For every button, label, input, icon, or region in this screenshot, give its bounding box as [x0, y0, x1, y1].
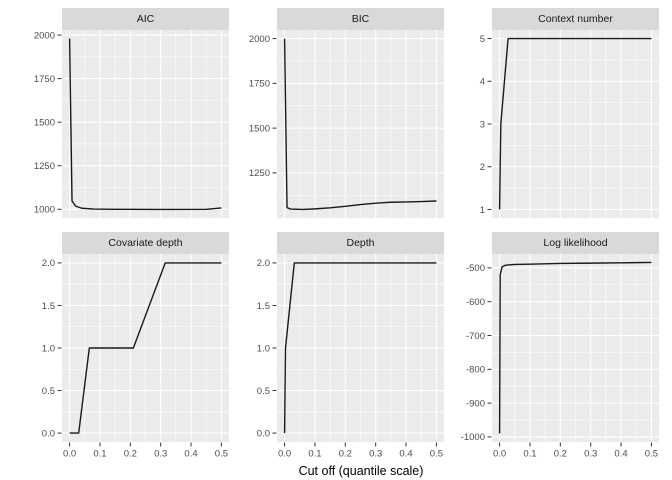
x-tick-label: 0.3	[369, 449, 382, 460]
y-tick-label: 1.0	[42, 343, 55, 354]
x-tick-label: 0.2	[554, 449, 567, 460]
y-tick-label: 1	[480, 205, 485, 216]
y-tick-label: 1500	[249, 123, 270, 134]
facet-plot-bic: 1250 1500 1750 2000	[249, 30, 444, 218]
facet-title: Log likelihood	[543, 237, 608, 249]
x-tick-label: 0.0	[63, 449, 76, 460]
y-tick-label: 2000	[249, 34, 270, 45]
y-tick-label: 1750	[34, 74, 55, 85]
facet-plot-context-number: 1 2 3 4 5	[480, 30, 659, 218]
data-line	[283, 262, 437, 434]
y-tick-label: 0.0	[42, 428, 55, 439]
y-tick-label: 1.5	[257, 301, 270, 312]
facet-strip-bic: BIC	[277, 8, 444, 30]
facet-plot-depth: 0.0 0.5 1.0 1.5 2.0 0.0 0.1 0.2 0.3 0.4 0.5	[257, 254, 444, 460]
x-tick-label: 0.2	[124, 449, 137, 460]
facet-plot-aic: 1000 1250 1500 1750 2000	[34, 30, 229, 218]
y-tick-label: -900	[466, 398, 485, 409]
x-tick-label: 0.3	[584, 449, 597, 460]
facet-title: BIC	[351, 13, 370, 25]
y-tick-label: 0.0	[257, 428, 270, 439]
data-line	[68, 38, 222, 211]
y-tick-label: 2.0	[257, 258, 270, 269]
y-tick-label: 1250	[249, 168, 270, 179]
facet-depth: Depth 0.0 0.5 1.0 1.5 2.0 0.0 0.1 0.2 0.3 0.4 0.5	[229, 232, 444, 462]
facet-strip-covariate-depth: Covariate depth	[62, 232, 229, 254]
facet-title: AIC	[136, 13, 155, 25]
y-tick-label: 0.5	[42, 386, 55, 397]
x-tick-label: 0.5	[645, 449, 658, 460]
x-tick-label: 0.0	[278, 449, 291, 460]
y-tick-label: 1.0	[257, 343, 270, 354]
facet-strip-context-number: Context number	[492, 8, 659, 30]
data-line	[283, 38, 437, 211]
y-tick-label: 1000	[34, 205, 55, 216]
x-tick-label: 0.5	[215, 449, 228, 460]
x-tick-label: 0.1	[93, 449, 106, 460]
data-line	[498, 261, 652, 434]
facet-grid: AIC 1000 1250 1500 1750 2000 BIC 1250 1500 175…	[14, 8, 659, 462]
y-tick-label: 0.5	[257, 386, 270, 397]
x-tick-label: 0.2	[339, 449, 352, 460]
y-tick-label: -500	[466, 263, 485, 274]
y-tick-label: 3	[480, 119, 485, 130]
y-tick-label: 1500	[34, 117, 55, 128]
x-tick-label: 0.1	[308, 449, 321, 460]
x-tick-label: 0.4	[614, 449, 627, 460]
facet-strip-depth: Depth	[277, 232, 444, 254]
y-tick-label: 2000	[34, 30, 55, 41]
y-tick-label: -700	[466, 331, 485, 342]
facet-bic: BIC 1250 1500 1750 2000	[229, 8, 444, 218]
x-tick-label: 0.4	[184, 449, 197, 460]
y-tick-label: 2	[480, 162, 485, 173]
x-tick-label: 0.1	[523, 449, 536, 460]
facet-strip-log-likelihood: Log likelihood	[492, 232, 659, 254]
x-tick-label: 0.4	[399, 449, 412, 460]
x-tick-label: 0.5	[430, 449, 443, 460]
facet-title: Covariate depth	[108, 237, 183, 249]
facet-plot-log-likelihood: -1000 -900 -800 -700 -600 -500 0.0 0.1 0.2 0.3 0.4…	[461, 254, 659, 460]
facet-covariate-depth: Covariate depth 0.0 0.5 1.0 1.5 2.0 0.0 0.1 0.2…	[14, 232, 229, 462]
y-tick-label: 5	[480, 34, 485, 45]
x-tick-label: 0.3	[154, 449, 167, 460]
data-line	[69, 262, 222, 434]
data-line	[498, 37, 652, 210]
x-axis-title: Cut off (quantile scale)	[298, 464, 424, 478]
facet-strip-aic: AIC	[62, 8, 229, 30]
facet-plot-covariate-depth: 0.0 0.5 1.0 1.5 2.0 0.0 0.1 0.2 0.3 0.4 0.5	[42, 254, 229, 460]
facet-title: Context number	[538, 13, 613, 25]
facet-title: Depth	[346, 237, 375, 249]
facet-aic: AIC 1000 1250 1500 1750 2000	[14, 8, 229, 218]
y-tick-label: 1250	[34, 161, 55, 172]
facet-log-likelihood: Log likelihood -1000 -900 -800 -700 -600 -500…	[444, 232, 659, 462]
y-tick-label: -800	[466, 365, 485, 376]
y-tick-label: -600	[466, 297, 485, 308]
x-tick-label: 0.0	[493, 449, 506, 460]
y-tick-label: 2.0	[42, 258, 55, 269]
y-tick-label: 4	[480, 77, 485, 88]
y-tick-label: -1000	[461, 432, 485, 443]
y-tick-label: 1.5	[42, 301, 55, 312]
y-tick-label: 1750	[249, 79, 270, 90]
facet-context-number: Context number 1 2 3 4 5	[444, 8, 659, 218]
